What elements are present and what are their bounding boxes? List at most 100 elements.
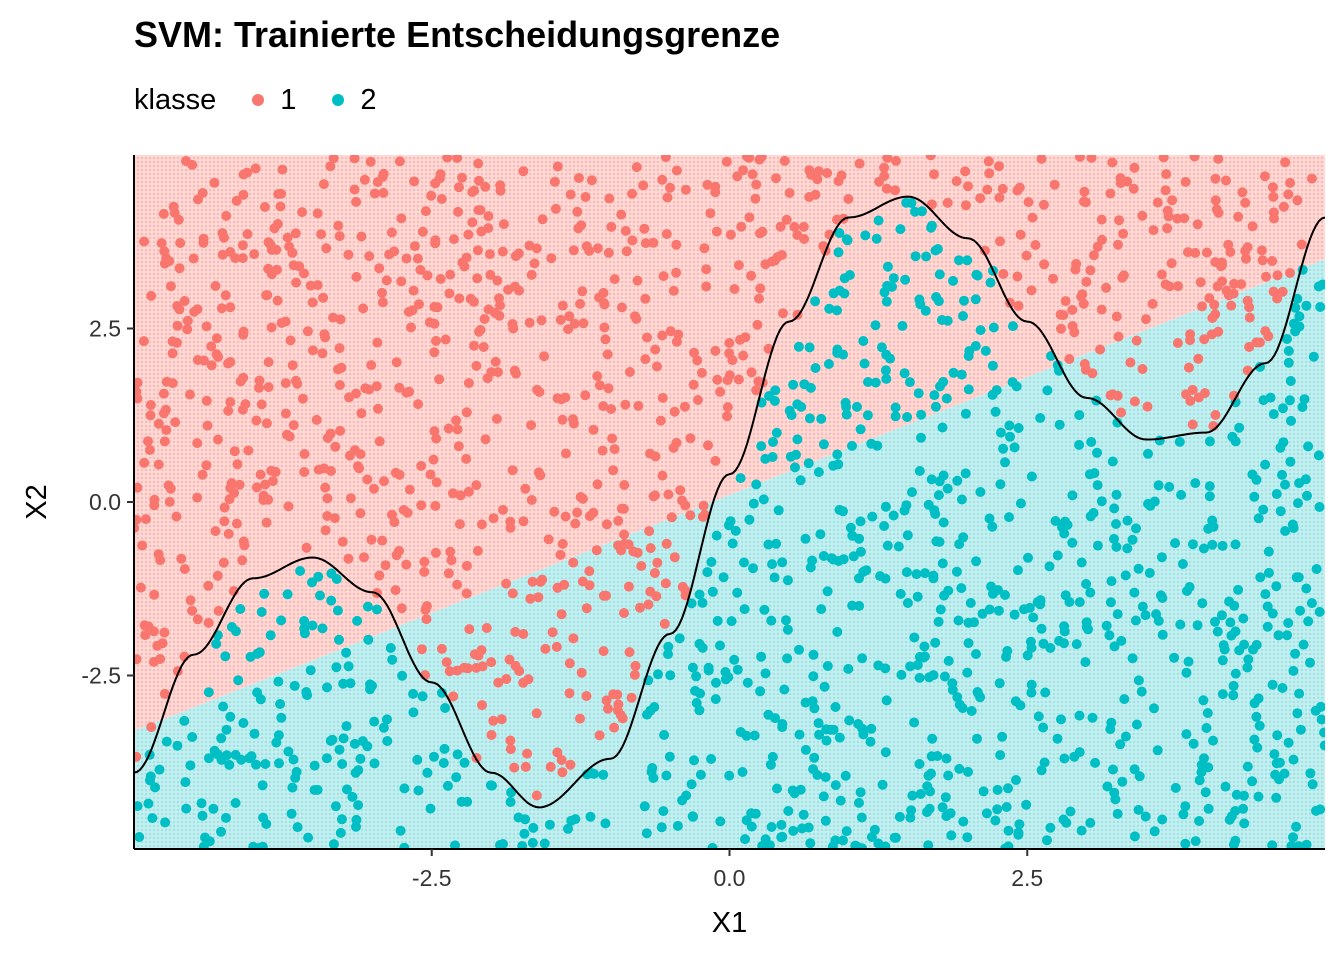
data-point-class-2 xyxy=(923,840,934,849)
data-point-class-2 xyxy=(1181,729,1192,740)
data-point-class-2 xyxy=(1299,394,1310,405)
data-point-class-1 xyxy=(318,179,329,190)
data-point-class-1 xyxy=(581,241,592,252)
data-point-class-2 xyxy=(1225,617,1236,628)
data-point-class-2 xyxy=(782,624,793,635)
data-point-class-1 xyxy=(577,576,588,587)
data-point-class-2 xyxy=(1204,481,1215,492)
data-point-class-1 xyxy=(138,336,149,347)
data-point-class-2 xyxy=(1288,754,1299,765)
data-point-class-1 xyxy=(225,357,236,367)
data-point-class-1 xyxy=(406,322,416,333)
data-point-class-1 xyxy=(480,181,491,192)
data-point-class-1 xyxy=(507,319,518,329)
data-point-class-1 xyxy=(469,340,479,351)
data-point-class-1 xyxy=(501,578,512,589)
data-point-class-1 xyxy=(752,319,763,330)
data-point-class-1 xyxy=(1272,270,1283,281)
data-point-class-2 xyxy=(981,808,992,819)
data-point-class-2 xyxy=(725,516,736,527)
data-point-class-2 xyxy=(1270,769,1281,780)
data-point-class-1 xyxy=(396,603,407,614)
data-point-class-1 xyxy=(378,187,389,198)
data-point-class-1 xyxy=(570,518,581,529)
data-point-class-2 xyxy=(833,247,844,258)
data-point-class-2 xyxy=(893,541,904,552)
data-point-class-1 xyxy=(1137,210,1148,221)
data-point-class-1 xyxy=(1097,234,1107,245)
data-point-class-1 xyxy=(627,188,638,199)
data-point-class-2 xyxy=(810,363,821,373)
data-point-class-1 xyxy=(192,438,203,449)
data-point-class-1 xyxy=(461,588,472,599)
data-point-class-2 xyxy=(830,702,841,712)
data-point-class-2 xyxy=(1275,506,1286,517)
data-point-class-1 xyxy=(1137,364,1148,374)
data-point-class-2 xyxy=(916,432,926,443)
data-point-class-2 xyxy=(161,736,172,747)
data-point-class-2 xyxy=(1153,615,1164,626)
data-point-class-2 xyxy=(995,427,1006,438)
data-point-class-1 xyxy=(560,448,571,459)
data-point-class-2 xyxy=(797,823,808,834)
data-point-class-2 xyxy=(1277,469,1287,480)
data-point-class-2 xyxy=(1220,781,1231,792)
data-point-class-2 xyxy=(852,401,862,412)
data-point-class-1 xyxy=(134,393,143,404)
data-point-class-2 xyxy=(1301,300,1312,311)
data-point-class-1 xyxy=(1199,388,1210,399)
data-point-class-2 xyxy=(859,358,870,369)
data-point-class-1 xyxy=(452,155,463,163)
data-point-class-2 xyxy=(341,647,352,658)
data-point-class-2 xyxy=(888,273,899,284)
data-point-class-1 xyxy=(597,445,608,456)
data-point-class-2 xyxy=(769,572,780,583)
data-point-class-2 xyxy=(1224,814,1235,825)
data-point-class-2 xyxy=(387,654,398,665)
data-point-class-1 xyxy=(156,238,167,249)
data-point-class-1 xyxy=(509,365,520,376)
data-point-class-1 xyxy=(146,722,157,733)
data-point-class-1 xyxy=(224,494,235,505)
data-point-class-2 xyxy=(727,538,738,549)
data-point-class-2 xyxy=(1164,481,1175,492)
data-point-class-1 xyxy=(371,381,382,392)
data-point-class-1 xyxy=(632,547,643,558)
data-point-class-1 xyxy=(1202,247,1212,258)
data-point-class-1 xyxy=(261,517,272,528)
data-point-class-2 xyxy=(816,604,827,615)
data-point-class-1 xyxy=(443,568,454,579)
data-point-class-1 xyxy=(451,415,462,426)
data-point-class-1 xyxy=(158,408,169,419)
data-point-class-2 xyxy=(1109,641,1120,652)
data-point-class-2 xyxy=(1105,597,1116,608)
data-point-class-1 xyxy=(756,155,767,162)
data-point-class-1 xyxy=(1086,155,1097,163)
data-point-class-2 xyxy=(275,699,286,709)
data-point-class-1 xyxy=(603,703,613,714)
data-point-class-1 xyxy=(659,618,670,629)
data-point-class-2 xyxy=(822,661,833,671)
data-point-class-1 xyxy=(663,489,674,500)
data-point-class-1 xyxy=(478,342,489,352)
data-point-class-1 xyxy=(632,275,643,286)
data-point-class-1 xyxy=(1125,357,1136,368)
data-point-class-2 xyxy=(739,557,749,568)
data-point-class-2 xyxy=(914,466,925,476)
data-point-class-2 xyxy=(936,315,947,325)
data-point-class-2 xyxy=(773,505,784,516)
data-point-class-1 xyxy=(657,174,668,185)
data-point-class-1 xyxy=(557,300,568,311)
data-point-class-2 xyxy=(843,663,854,674)
data-point-class-1 xyxy=(198,237,209,248)
data-point-class-1 xyxy=(724,338,735,348)
data-point-class-1 xyxy=(454,182,464,193)
data-point-class-1 xyxy=(784,188,795,198)
data-point-class-1 xyxy=(225,247,236,257)
data-point-class-2 xyxy=(1286,841,1297,849)
data-point-class-2 xyxy=(1288,832,1298,843)
data-point-class-2 xyxy=(1131,719,1142,730)
data-point-class-2 xyxy=(941,393,952,404)
data-point-class-1 xyxy=(1221,175,1231,186)
data-point-class-1 xyxy=(746,270,757,281)
